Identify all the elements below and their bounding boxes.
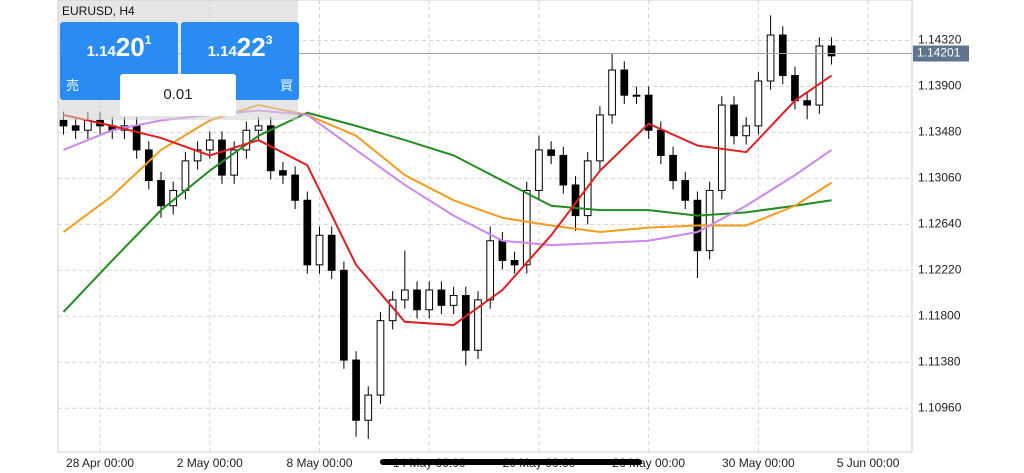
buy-price: 1.14223	[181, 32, 299, 63]
candle-body	[681, 180, 690, 201]
y-tick-label: 1.14320	[918, 33, 962, 47]
candle-body	[193, 149, 202, 162]
moving-average	[62, 111, 832, 313]
candle-body	[425, 289, 434, 311]
candle-body	[705, 189, 714, 252]
y-tick-label: 1.13480	[918, 125, 962, 139]
candle-body	[205, 139, 214, 151]
candle-body	[242, 129, 251, 151]
y-tick-label: 1.13900	[918, 79, 962, 93]
y-tick-label: 1.11800	[918, 308, 961, 322]
candle-body	[535, 149, 543, 191]
current-price-label: 1.14201	[917, 46, 961, 60]
x-tick-label: 5 Jun 00:00	[837, 456, 900, 470]
candle-body	[352, 359, 360, 421]
candle-body	[218, 139, 226, 176]
price-suffix: 1	[144, 33, 152, 47]
lot-input[interactable]: 0.01	[120, 74, 236, 116]
price-main: 22	[236, 32, 266, 62]
candle-body	[327, 234, 336, 271]
candle-body	[547, 149, 555, 156]
y-tick-label: 1.10960	[918, 400, 962, 414]
candle-body	[766, 34, 775, 82]
candle-body	[449, 294, 458, 306]
candle-body	[510, 259, 519, 266]
candle-body	[71, 125, 80, 131]
candle-body	[364, 394, 373, 421]
price-main: 20	[115, 32, 145, 62]
price-suffix: 3	[265, 33, 273, 47]
candle-body	[522, 189, 531, 266]
moving-average	[62, 104, 833, 234]
candle-body	[486, 240, 495, 301]
y-tick-label: 1.13060	[918, 171, 962, 185]
candle-body	[144, 149, 153, 182]
y-tick-label: 1.11380	[918, 354, 961, 368]
candle-body	[730, 104, 738, 137]
candle-body	[59, 119, 68, 127]
candle-body	[400, 289, 409, 301]
sell-label: 売	[66, 78, 80, 93]
candle-body	[803, 100, 812, 106]
candle-body	[620, 69, 629, 96]
x-tick-label: 30 May 00:00	[722, 456, 795, 470]
candle-body	[669, 154, 677, 182]
candle-body	[303, 199, 312, 266]
symbol-label: EURUSD, H4	[62, 4, 135, 18]
y-tick-label: 1.12220	[918, 262, 962, 276]
candle-body	[754, 80, 763, 127]
moving-average	[63, 74, 833, 327]
candle-body	[376, 320, 385, 396]
candle-body	[157, 180, 165, 207]
candle-body	[815, 45, 824, 106]
candle-body	[559, 154, 568, 186]
candle-body	[413, 289, 421, 311]
candle-body	[437, 289, 446, 306]
price-prefix: 1.14	[207, 43, 237, 60]
candle-body	[132, 125, 141, 151]
candle-body	[742, 125, 751, 137]
buy-label: 買	[279, 78, 293, 93]
candle-body	[291, 174, 299, 201]
candle-body	[778, 34, 787, 77]
current-price-box	[913, 45, 969, 62]
x-tick-label: 8 May 00:00	[286, 456, 352, 470]
candle-body	[181, 160, 190, 191]
sell-price: 1.14201	[60, 32, 178, 63]
price-prefix: 1.14	[86, 43, 116, 60]
candle-body	[644, 94, 653, 131]
candle-body	[608, 69, 616, 116]
candle-body	[632, 94, 641, 97]
x-tick-label: 28 Apr 00:00	[66, 456, 134, 470]
candle-body	[791, 75, 799, 102]
candle-body	[474, 299, 482, 351]
candle-body	[254, 125, 263, 131]
candle-body	[340, 269, 348, 361]
candle-body	[596, 114, 604, 162]
y-tick-label: 1.12640	[918, 217, 962, 231]
candle-body	[657, 129, 665, 156]
home-indicator	[380, 459, 642, 465]
candle-body	[230, 149, 239, 176]
candle-body	[571, 184, 580, 217]
candle-body	[827, 45, 836, 57]
x-tick-label: 2 May 00:00	[177, 456, 243, 470]
trade-panel: EURUSD, H4 1.14201 売 1.14223 買 0.01	[58, 0, 299, 120]
candle-body	[315, 234, 324, 266]
candle-body	[498, 240, 507, 261]
candle-body	[279, 170, 287, 176]
candle-body	[461, 294, 470, 351]
plot-frame	[57, 0, 913, 453]
